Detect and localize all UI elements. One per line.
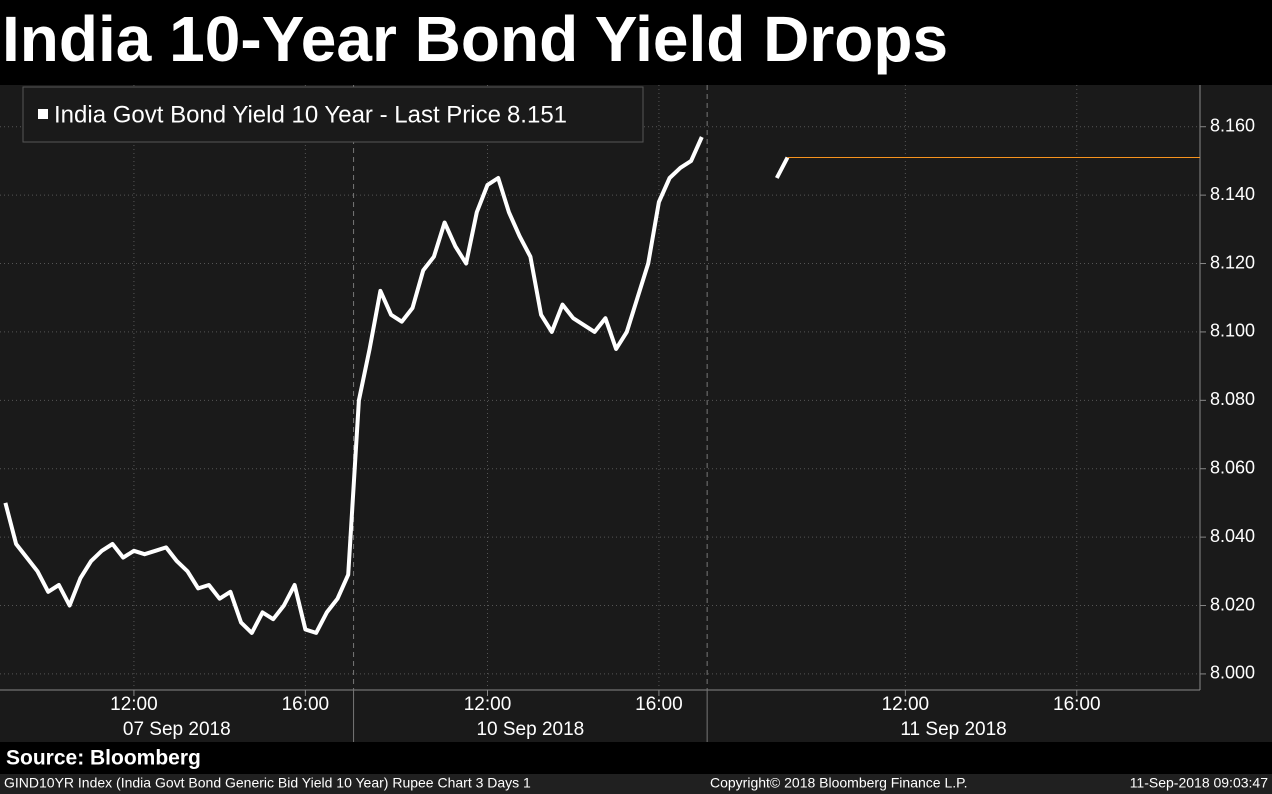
y-tick-label: 8.060: [1210, 457, 1255, 477]
y-tick-label: 8.140: [1210, 184, 1255, 204]
y-tick-label: 8.160: [1210, 115, 1255, 135]
x-group-label: 10 Sep 2018: [476, 719, 584, 740]
x-tick-label: 16:00: [635, 694, 683, 715]
y-tick-label: 8.040: [1210, 526, 1255, 546]
y-tick-label: 8.100: [1210, 321, 1255, 341]
y-tick-label: 8.080: [1210, 389, 1255, 409]
footer-bar: [0, 774, 1272, 794]
legend-label: India Govt Bond Yield 10 Year - Last Pri…: [54, 101, 501, 128]
legend-last-price: 8.151: [507, 101, 567, 128]
chart-title: India 10-Year Bond Yield Drops: [2, 3, 948, 75]
x-group-label: 07 Sep 2018: [123, 719, 231, 740]
y-tick-label: 8.000: [1210, 663, 1255, 683]
x-tick-label: 16:00: [1053, 694, 1101, 715]
x-group-label: 11 Sep 2018: [900, 719, 1006, 740]
plot-background: [0, 85, 1272, 742]
footer-timestamp: 11-Sep-2018 09:03:47: [1130, 775, 1269, 791]
source: Source: Bloomberg: [6, 747, 201, 770]
y-tick-label: 8.120: [1210, 252, 1255, 272]
x-tick-label: 12:00: [110, 694, 158, 715]
footer-copyright: Copyright© 2018 Bloomberg Finance L.P.: [710, 775, 968, 791]
footer-ticker: GIND10YR Index (India Govt Bond Generic …: [4, 775, 531, 791]
legend-swatch: [38, 109, 48, 119]
y-tick-label: 8.020: [1210, 594, 1255, 614]
x-tick-label: 12:00: [464, 694, 512, 715]
legend-box: [22, 86, 644, 143]
x-tick-label: 16:00: [282, 694, 330, 715]
x-tick-label: 12:00: [882, 694, 930, 715]
series-line: [3, 136, 790, 635]
